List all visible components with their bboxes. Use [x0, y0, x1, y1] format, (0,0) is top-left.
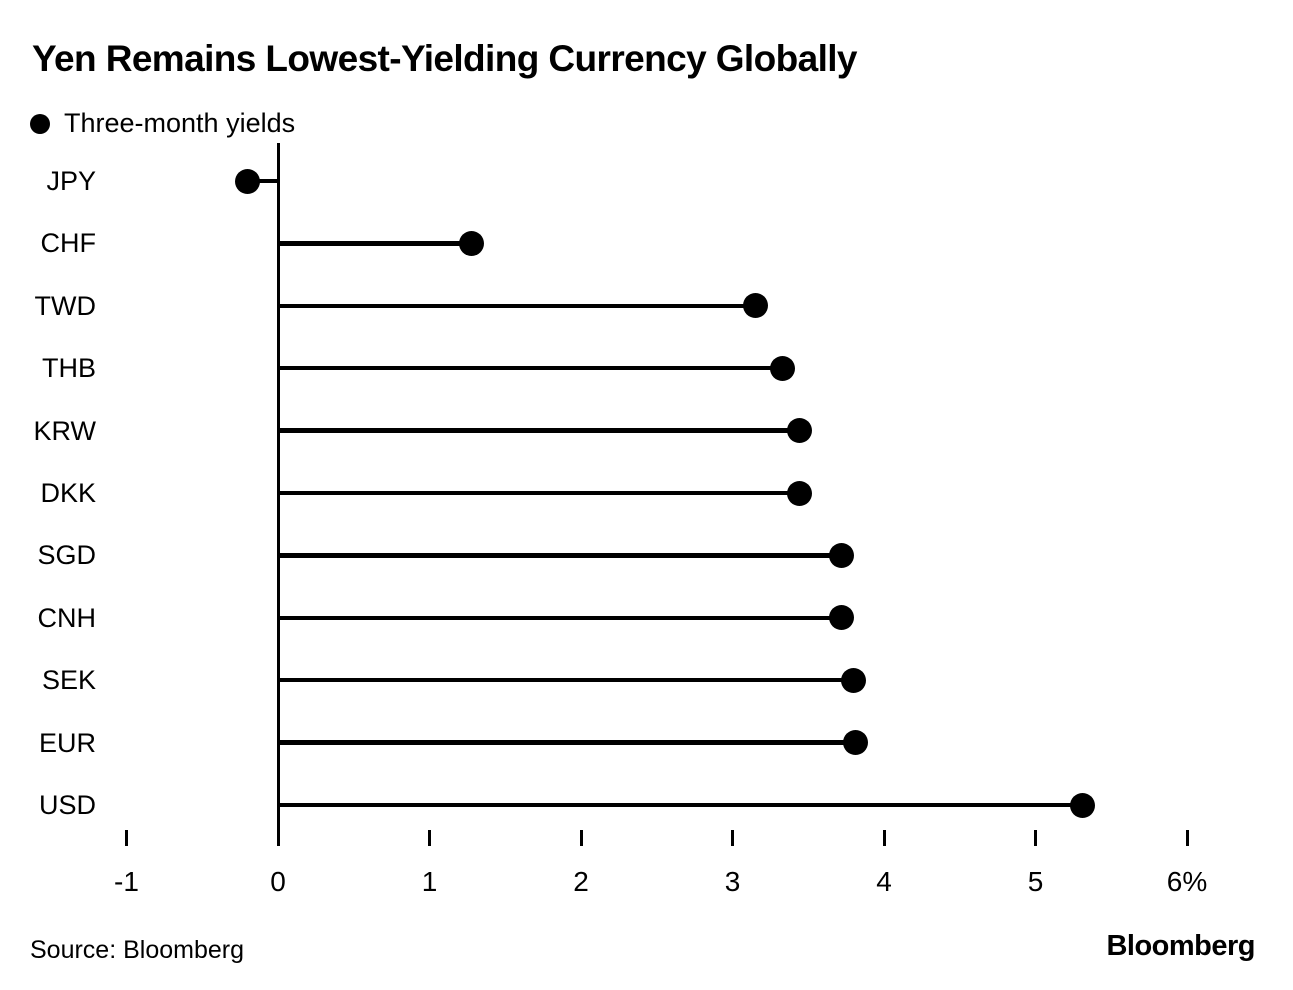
lollipop-dot: [841, 667, 867, 693]
lollipop-stem: [247, 178, 278, 184]
source-text: Source: Bloomberg: [30, 936, 245, 964]
x-axis-tick: [125, 830, 128, 846]
category-label: TWD: [34, 290, 96, 321]
x-axis-tick-label: 6%: [1166, 866, 1208, 897]
x-axis-tick: [731, 830, 734, 846]
lollipop-stem: [278, 303, 756, 309]
x-axis-tick-label: 5: [1027, 866, 1044, 897]
x-axis-tick-label: 4: [876, 866, 892, 897]
lollipop-stem: [278, 677, 854, 683]
x-axis-tick-label: 2: [573, 866, 589, 897]
x-axis-tick: [428, 830, 431, 846]
x-axis-tick: [1034, 830, 1037, 846]
category-label: SGD: [37, 540, 96, 571]
bloomberg-logo: Bloomberg: [1106, 930, 1255, 962]
category-label: DKK: [40, 478, 96, 508]
lollipop-stem: [278, 740, 856, 745]
x-axis-tick-label: 3: [724, 866, 741, 897]
x-axis-tick: [882, 830, 886, 846]
lollipop-stem: [278, 241, 472, 246]
x-axis-tick-label: -1: [114, 866, 139, 897]
x-axis-tick-label: 0: [270, 866, 286, 897]
lollipop-stem: [278, 553, 842, 558]
x-axis-tick-label: 1: [421, 866, 438, 897]
lollipop-stem: [278, 490, 800, 496]
chart-legend: Three-month yields: [30, 108, 295, 139]
lollipop-dot: [742, 293, 768, 319]
lollipop-stem: [278, 365, 783, 371]
lollipop-dot: [769, 355, 795, 381]
category-label: CHF: [40, 228, 97, 259]
lollipop-dot: [829, 542, 855, 568]
category-label: SEK: [41, 665, 96, 696]
lollipop-dot: [235, 168, 261, 194]
lollipop-stem: [278, 615, 842, 621]
chart-title: Yen Remains Lowest-Yielding Currency Glo…: [32, 38, 858, 79]
category-label: CNH: [37, 602, 97, 633]
lollipop-dot: [1069, 792, 1095, 818]
lollipop-dot: [459, 230, 485, 256]
lollipop-dot: [842, 730, 868, 756]
lollipop-stem: [278, 428, 800, 433]
category-label: KRW: [33, 415, 96, 446]
x-axis-tick: [1185, 830, 1189, 846]
x-axis-tick: [579, 830, 583, 846]
category-label: THB: [42, 353, 96, 384]
legend-marker-icon: [30, 113, 50, 134]
legend-label: Three-month yields: [64, 108, 296, 138]
category-label: USD: [38, 790, 96, 820]
lollipop-stem: [278, 802, 1083, 808]
category-label: EUR: [38, 727, 96, 758]
category-label: JPY: [46, 166, 96, 196]
lollipop-dot: [786, 418, 812, 444]
lollipop-dot: [829, 605, 855, 631]
lollipop-dot: [786, 480, 812, 506]
